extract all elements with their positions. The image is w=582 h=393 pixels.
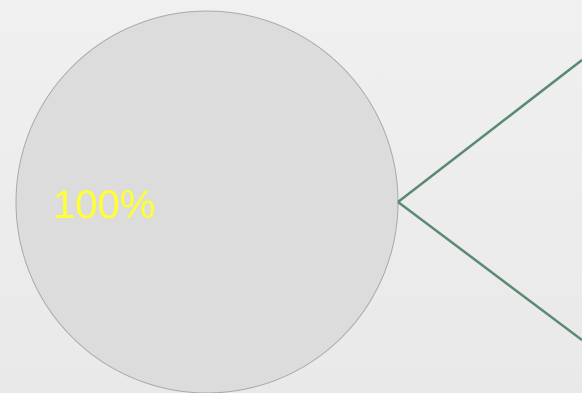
pie-labels: 100% <box>53 183 155 227</box>
connector-line <box>397 59 582 203</box>
slice-label: 100% <box>53 183 155 227</box>
connector-line <box>397 201 582 341</box>
pie-connectors <box>397 59 582 341</box>
